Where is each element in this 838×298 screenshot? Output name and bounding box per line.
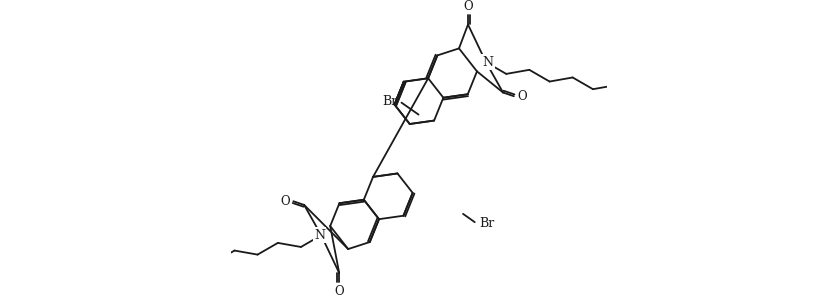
Text: O: O xyxy=(280,195,290,208)
Text: N: N xyxy=(314,229,325,242)
Text: O: O xyxy=(463,0,473,13)
Text: Br: Br xyxy=(382,95,397,108)
Text: O: O xyxy=(517,90,527,103)
Text: N: N xyxy=(482,56,494,69)
Text: Br: Br xyxy=(478,217,494,230)
Text: O: O xyxy=(334,285,344,297)
